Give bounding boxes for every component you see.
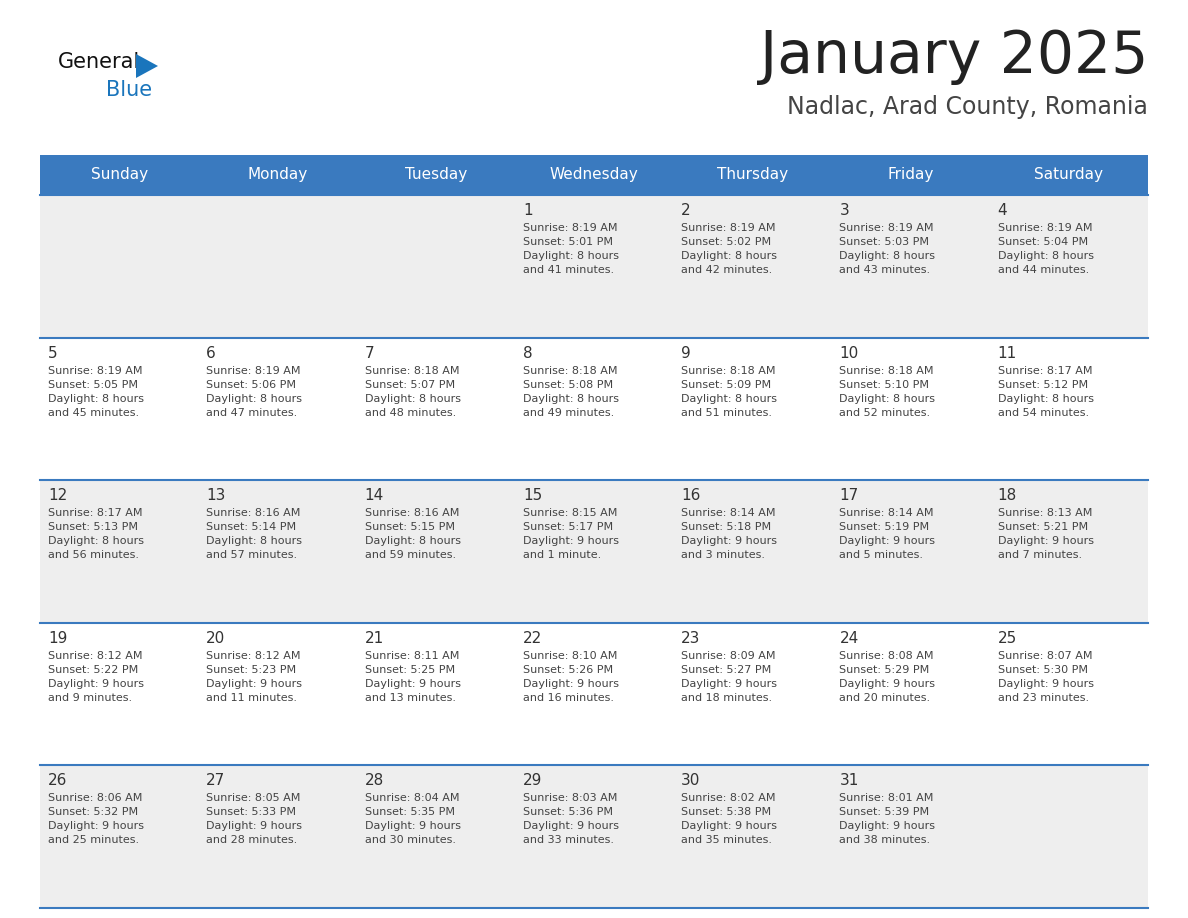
- Text: 19: 19: [48, 631, 68, 645]
- Text: 25: 25: [998, 631, 1017, 645]
- Text: Sunrise: 8:19 AM
Sunset: 5:05 PM
Daylight: 8 hours
and 45 minutes.: Sunrise: 8:19 AM Sunset: 5:05 PM Dayligh…: [48, 365, 144, 418]
- Text: 17: 17: [840, 488, 859, 503]
- Bar: [40, 338, 1148, 480]
- Bar: [40, 195, 1148, 338]
- Text: Sunrise: 8:08 AM
Sunset: 5:29 PM
Daylight: 9 hours
and 20 minutes.: Sunrise: 8:08 AM Sunset: 5:29 PM Dayligh…: [840, 651, 935, 703]
- Text: Sunrise: 8:16 AM
Sunset: 5:14 PM
Daylight: 8 hours
and 57 minutes.: Sunrise: 8:16 AM Sunset: 5:14 PM Dayligh…: [207, 509, 302, 560]
- Text: Tuesday: Tuesday: [405, 167, 467, 183]
- Text: Sunrise: 8:05 AM
Sunset: 5:33 PM
Daylight: 9 hours
and 28 minutes.: Sunrise: 8:05 AM Sunset: 5:33 PM Dayligh…: [207, 793, 302, 845]
- Text: Sunrise: 8:19 AM
Sunset: 5:02 PM
Daylight: 8 hours
and 42 minutes.: Sunrise: 8:19 AM Sunset: 5:02 PM Dayligh…: [681, 223, 777, 275]
- Text: Sunrise: 8:12 AM
Sunset: 5:23 PM
Daylight: 9 hours
and 11 minutes.: Sunrise: 8:12 AM Sunset: 5:23 PM Dayligh…: [207, 651, 302, 703]
- Text: Sunrise: 8:16 AM
Sunset: 5:15 PM
Daylight: 8 hours
and 59 minutes.: Sunrise: 8:16 AM Sunset: 5:15 PM Dayligh…: [365, 509, 461, 560]
- Text: 10: 10: [840, 345, 859, 361]
- Text: Sunrise: 8:14 AM
Sunset: 5:18 PM
Daylight: 9 hours
and 3 minutes.: Sunrise: 8:14 AM Sunset: 5:18 PM Dayligh…: [681, 509, 777, 560]
- Text: Monday: Monday: [247, 167, 308, 183]
- Text: 6: 6: [207, 345, 216, 361]
- Text: Sunrise: 8:17 AM
Sunset: 5:12 PM
Daylight: 8 hours
and 54 minutes.: Sunrise: 8:17 AM Sunset: 5:12 PM Dayligh…: [998, 365, 1094, 418]
- Text: 9: 9: [681, 345, 691, 361]
- Text: 18: 18: [998, 488, 1017, 503]
- Text: 15: 15: [523, 488, 542, 503]
- Text: Sunrise: 8:04 AM
Sunset: 5:35 PM
Daylight: 9 hours
and 30 minutes.: Sunrise: 8:04 AM Sunset: 5:35 PM Dayligh…: [365, 793, 461, 845]
- Text: Sunrise: 8:18 AM
Sunset: 5:09 PM
Daylight: 8 hours
and 51 minutes.: Sunrise: 8:18 AM Sunset: 5:09 PM Dayligh…: [681, 365, 777, 418]
- Text: 5: 5: [48, 345, 58, 361]
- Text: Sunday: Sunday: [90, 167, 147, 183]
- Text: Wednesday: Wednesday: [550, 167, 638, 183]
- Text: Sunrise: 8:18 AM
Sunset: 5:07 PM
Daylight: 8 hours
and 48 minutes.: Sunrise: 8:18 AM Sunset: 5:07 PM Dayligh…: [365, 365, 461, 418]
- Text: Sunrise: 8:19 AM
Sunset: 5:03 PM
Daylight: 8 hours
and 43 minutes.: Sunrise: 8:19 AM Sunset: 5:03 PM Dayligh…: [840, 223, 935, 275]
- Text: Sunrise: 8:10 AM
Sunset: 5:26 PM
Daylight: 9 hours
and 16 minutes.: Sunrise: 8:10 AM Sunset: 5:26 PM Dayligh…: [523, 651, 619, 703]
- Text: 24: 24: [840, 631, 859, 645]
- Text: 1: 1: [523, 203, 532, 218]
- Text: Sunrise: 8:01 AM
Sunset: 5:39 PM
Daylight: 9 hours
and 38 minutes.: Sunrise: 8:01 AM Sunset: 5:39 PM Dayligh…: [840, 793, 935, 845]
- Text: Saturday: Saturday: [1035, 167, 1104, 183]
- Text: Sunrise: 8:09 AM
Sunset: 5:27 PM
Daylight: 9 hours
and 18 minutes.: Sunrise: 8:09 AM Sunset: 5:27 PM Dayligh…: [681, 651, 777, 703]
- Text: Sunrise: 8:19 AM
Sunset: 5:01 PM
Daylight: 8 hours
and 41 minutes.: Sunrise: 8:19 AM Sunset: 5:01 PM Dayligh…: [523, 223, 619, 275]
- Text: Nadlac, Arad County, Romania: Nadlac, Arad County, Romania: [788, 95, 1148, 119]
- Text: 22: 22: [523, 631, 542, 645]
- Text: 20: 20: [207, 631, 226, 645]
- Text: Sunrise: 8:07 AM
Sunset: 5:30 PM
Daylight: 9 hours
and 23 minutes.: Sunrise: 8:07 AM Sunset: 5:30 PM Dayligh…: [998, 651, 1094, 703]
- Text: 26: 26: [48, 773, 68, 789]
- Text: Sunrise: 8:11 AM
Sunset: 5:25 PM
Daylight: 9 hours
and 13 minutes.: Sunrise: 8:11 AM Sunset: 5:25 PM Dayligh…: [365, 651, 461, 703]
- Text: 3: 3: [840, 203, 849, 218]
- Text: Sunrise: 8:12 AM
Sunset: 5:22 PM
Daylight: 9 hours
and 9 minutes.: Sunrise: 8:12 AM Sunset: 5:22 PM Dayligh…: [48, 651, 144, 703]
- Text: Blue: Blue: [106, 80, 152, 100]
- Text: 4: 4: [998, 203, 1007, 218]
- Text: 16: 16: [681, 488, 701, 503]
- Text: 23: 23: [681, 631, 701, 645]
- Text: 21: 21: [365, 631, 384, 645]
- Text: 28: 28: [365, 773, 384, 789]
- Bar: [40, 155, 1148, 195]
- Text: Sunrise: 8:18 AM
Sunset: 5:10 PM
Daylight: 8 hours
and 52 minutes.: Sunrise: 8:18 AM Sunset: 5:10 PM Dayligh…: [840, 365, 935, 418]
- Text: Sunrise: 8:14 AM
Sunset: 5:19 PM
Daylight: 9 hours
and 5 minutes.: Sunrise: 8:14 AM Sunset: 5:19 PM Dayligh…: [840, 509, 935, 560]
- Text: 12: 12: [48, 488, 68, 503]
- Text: 2: 2: [681, 203, 690, 218]
- Text: Sunrise: 8:13 AM
Sunset: 5:21 PM
Daylight: 9 hours
and 7 minutes.: Sunrise: 8:13 AM Sunset: 5:21 PM Dayligh…: [998, 509, 1094, 560]
- Text: January 2025: January 2025: [759, 28, 1148, 85]
- Text: Sunrise: 8:19 AM
Sunset: 5:06 PM
Daylight: 8 hours
and 47 minutes.: Sunrise: 8:19 AM Sunset: 5:06 PM Dayligh…: [207, 365, 302, 418]
- Bar: [40, 622, 1148, 766]
- Text: Thursday: Thursday: [716, 167, 788, 183]
- Bar: [40, 766, 1148, 908]
- Text: 30: 30: [681, 773, 701, 789]
- Text: 27: 27: [207, 773, 226, 789]
- Text: 13: 13: [207, 488, 226, 503]
- Text: 8: 8: [523, 345, 532, 361]
- Polygon shape: [135, 54, 158, 78]
- Text: Sunrise: 8:15 AM
Sunset: 5:17 PM
Daylight: 9 hours
and 1 minute.: Sunrise: 8:15 AM Sunset: 5:17 PM Dayligh…: [523, 509, 619, 560]
- Text: 7: 7: [365, 345, 374, 361]
- Text: Sunrise: 8:03 AM
Sunset: 5:36 PM
Daylight: 9 hours
and 33 minutes.: Sunrise: 8:03 AM Sunset: 5:36 PM Dayligh…: [523, 793, 619, 845]
- Text: Friday: Friday: [887, 167, 934, 183]
- Text: General: General: [58, 52, 140, 72]
- Bar: [40, 480, 1148, 622]
- Text: Sunrise: 8:19 AM
Sunset: 5:04 PM
Daylight: 8 hours
and 44 minutes.: Sunrise: 8:19 AM Sunset: 5:04 PM Dayligh…: [998, 223, 1094, 275]
- Text: 31: 31: [840, 773, 859, 789]
- Text: 14: 14: [365, 488, 384, 503]
- Text: Sunrise: 8:06 AM
Sunset: 5:32 PM
Daylight: 9 hours
and 25 minutes.: Sunrise: 8:06 AM Sunset: 5:32 PM Dayligh…: [48, 793, 144, 845]
- Text: 11: 11: [998, 345, 1017, 361]
- Text: Sunrise: 8:17 AM
Sunset: 5:13 PM
Daylight: 8 hours
and 56 minutes.: Sunrise: 8:17 AM Sunset: 5:13 PM Dayligh…: [48, 509, 144, 560]
- Text: Sunrise: 8:02 AM
Sunset: 5:38 PM
Daylight: 9 hours
and 35 minutes.: Sunrise: 8:02 AM Sunset: 5:38 PM Dayligh…: [681, 793, 777, 845]
- Text: Sunrise: 8:18 AM
Sunset: 5:08 PM
Daylight: 8 hours
and 49 minutes.: Sunrise: 8:18 AM Sunset: 5:08 PM Dayligh…: [523, 365, 619, 418]
- Text: 29: 29: [523, 773, 542, 789]
